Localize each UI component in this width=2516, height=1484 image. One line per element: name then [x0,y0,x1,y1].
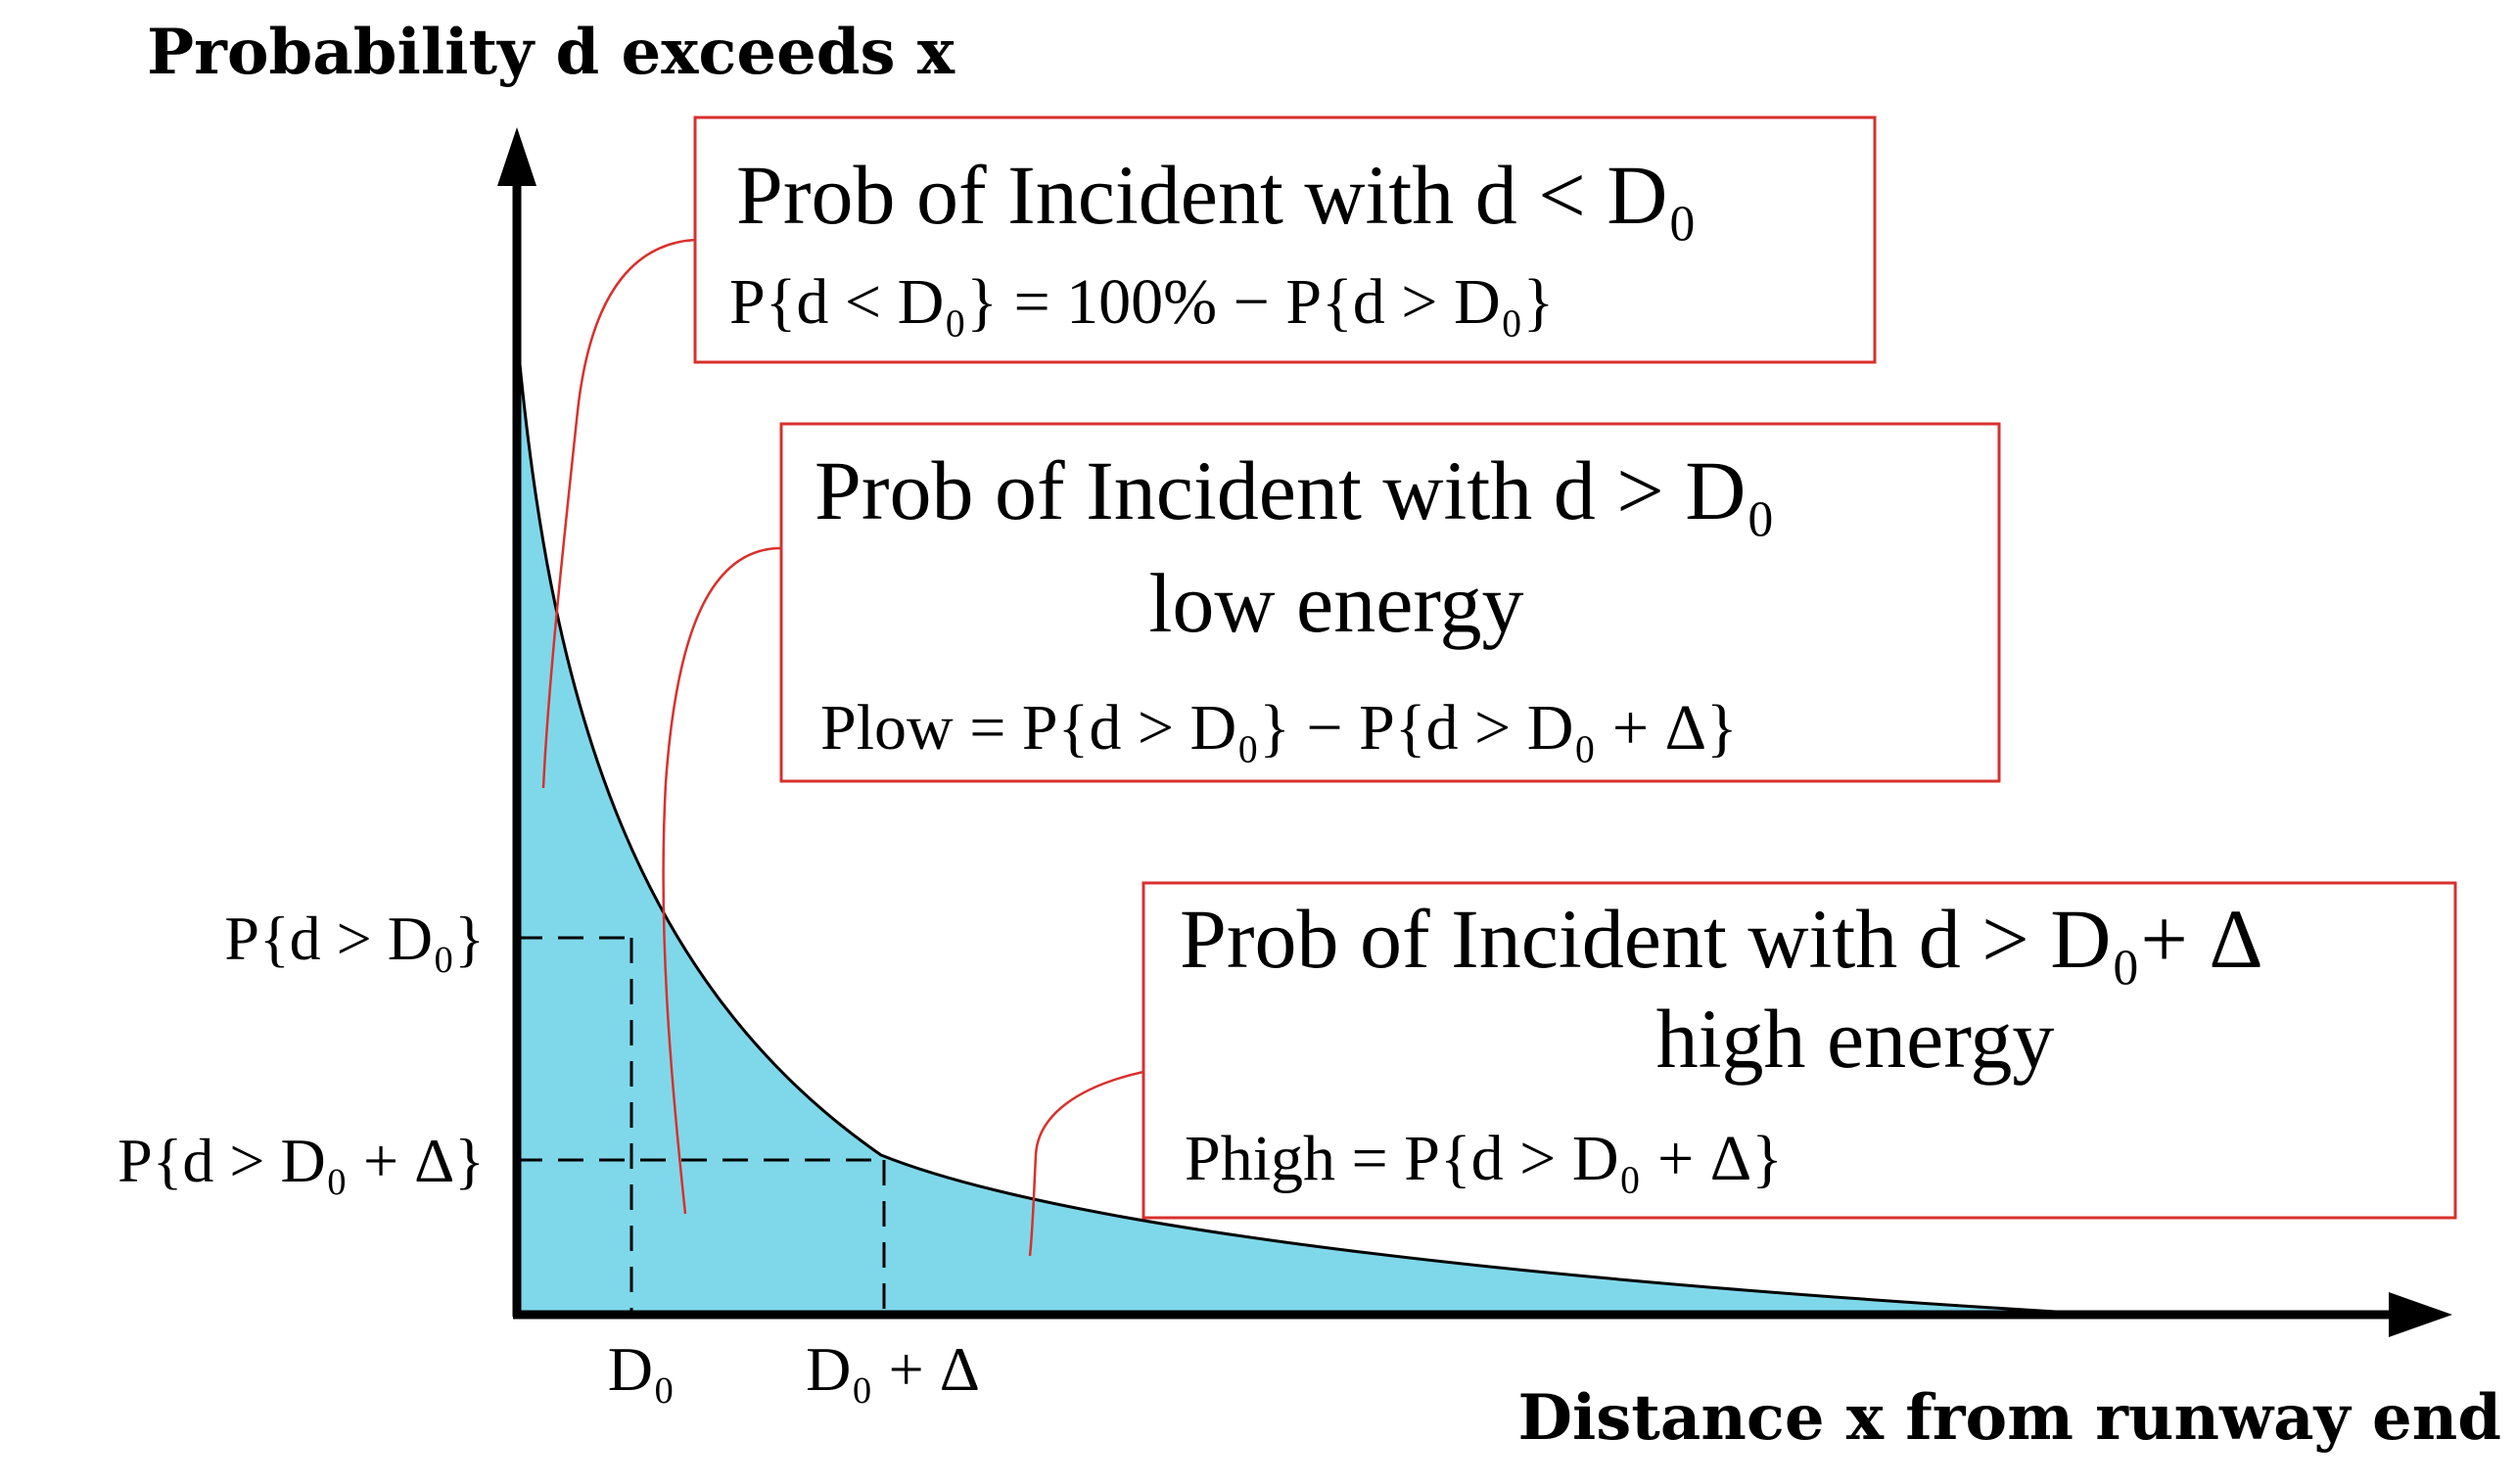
leader-line-incident-below [541,238,696,789]
exceedance-area [517,333,2056,1315]
leader-line-low-energy [662,546,782,1215]
leader-line-high-energy [1028,1070,1144,1257]
box-low-energy-formula: Plow = P{d > D₀} − P{d > D₀ + Δ} [820,692,1738,764]
x-tick-d0-delta: D₀ + Δ [806,1334,980,1404]
y-axis-title: Probability d exceeds x [147,16,955,89]
box-incident-below: Prob of Incident with d < D₀ P{d < D₀} =… [693,116,1877,364]
y-axis-arrowhead [497,127,536,186]
box-high-energy-subtitle: high energy [1656,992,2055,1086]
box-high-energy-title: Prob of Incident with d > D₀+ Δ [1180,892,2263,986]
y-tick-p-d0: P{d > D₀} [224,904,485,973]
box-incident-below-title: Prob of Incident with d < D₀ [736,148,1697,242]
y-tick-p-d0-delta: P{d > D₀ + Δ} [117,1126,485,1195]
box-low-energy: Prob of Incident with d > D₀ low energy … [779,422,2001,783]
x-axis-title: Distance x from runway end [1517,1381,2501,1455]
box-high-energy: Prob of Incident with d > D₀+ Δ high ene… [1142,881,2457,1220]
x-axis-arrowhead [2389,1292,2452,1337]
box-low-energy-title: Prob of Incident with d > D₀ [815,443,1775,537]
box-low-energy-subtitle: low energy [1149,556,1524,650]
box-high-energy-formula: Phigh = P{d > D₀ + Δ} [1185,1123,1783,1194]
exceedance-curve [515,332,2057,1314]
x-tick-d0: D₀ [608,1334,676,1404]
box-incident-below-formula: P{d < D₀} = 100% − P{d > D₀} [729,266,1554,338]
